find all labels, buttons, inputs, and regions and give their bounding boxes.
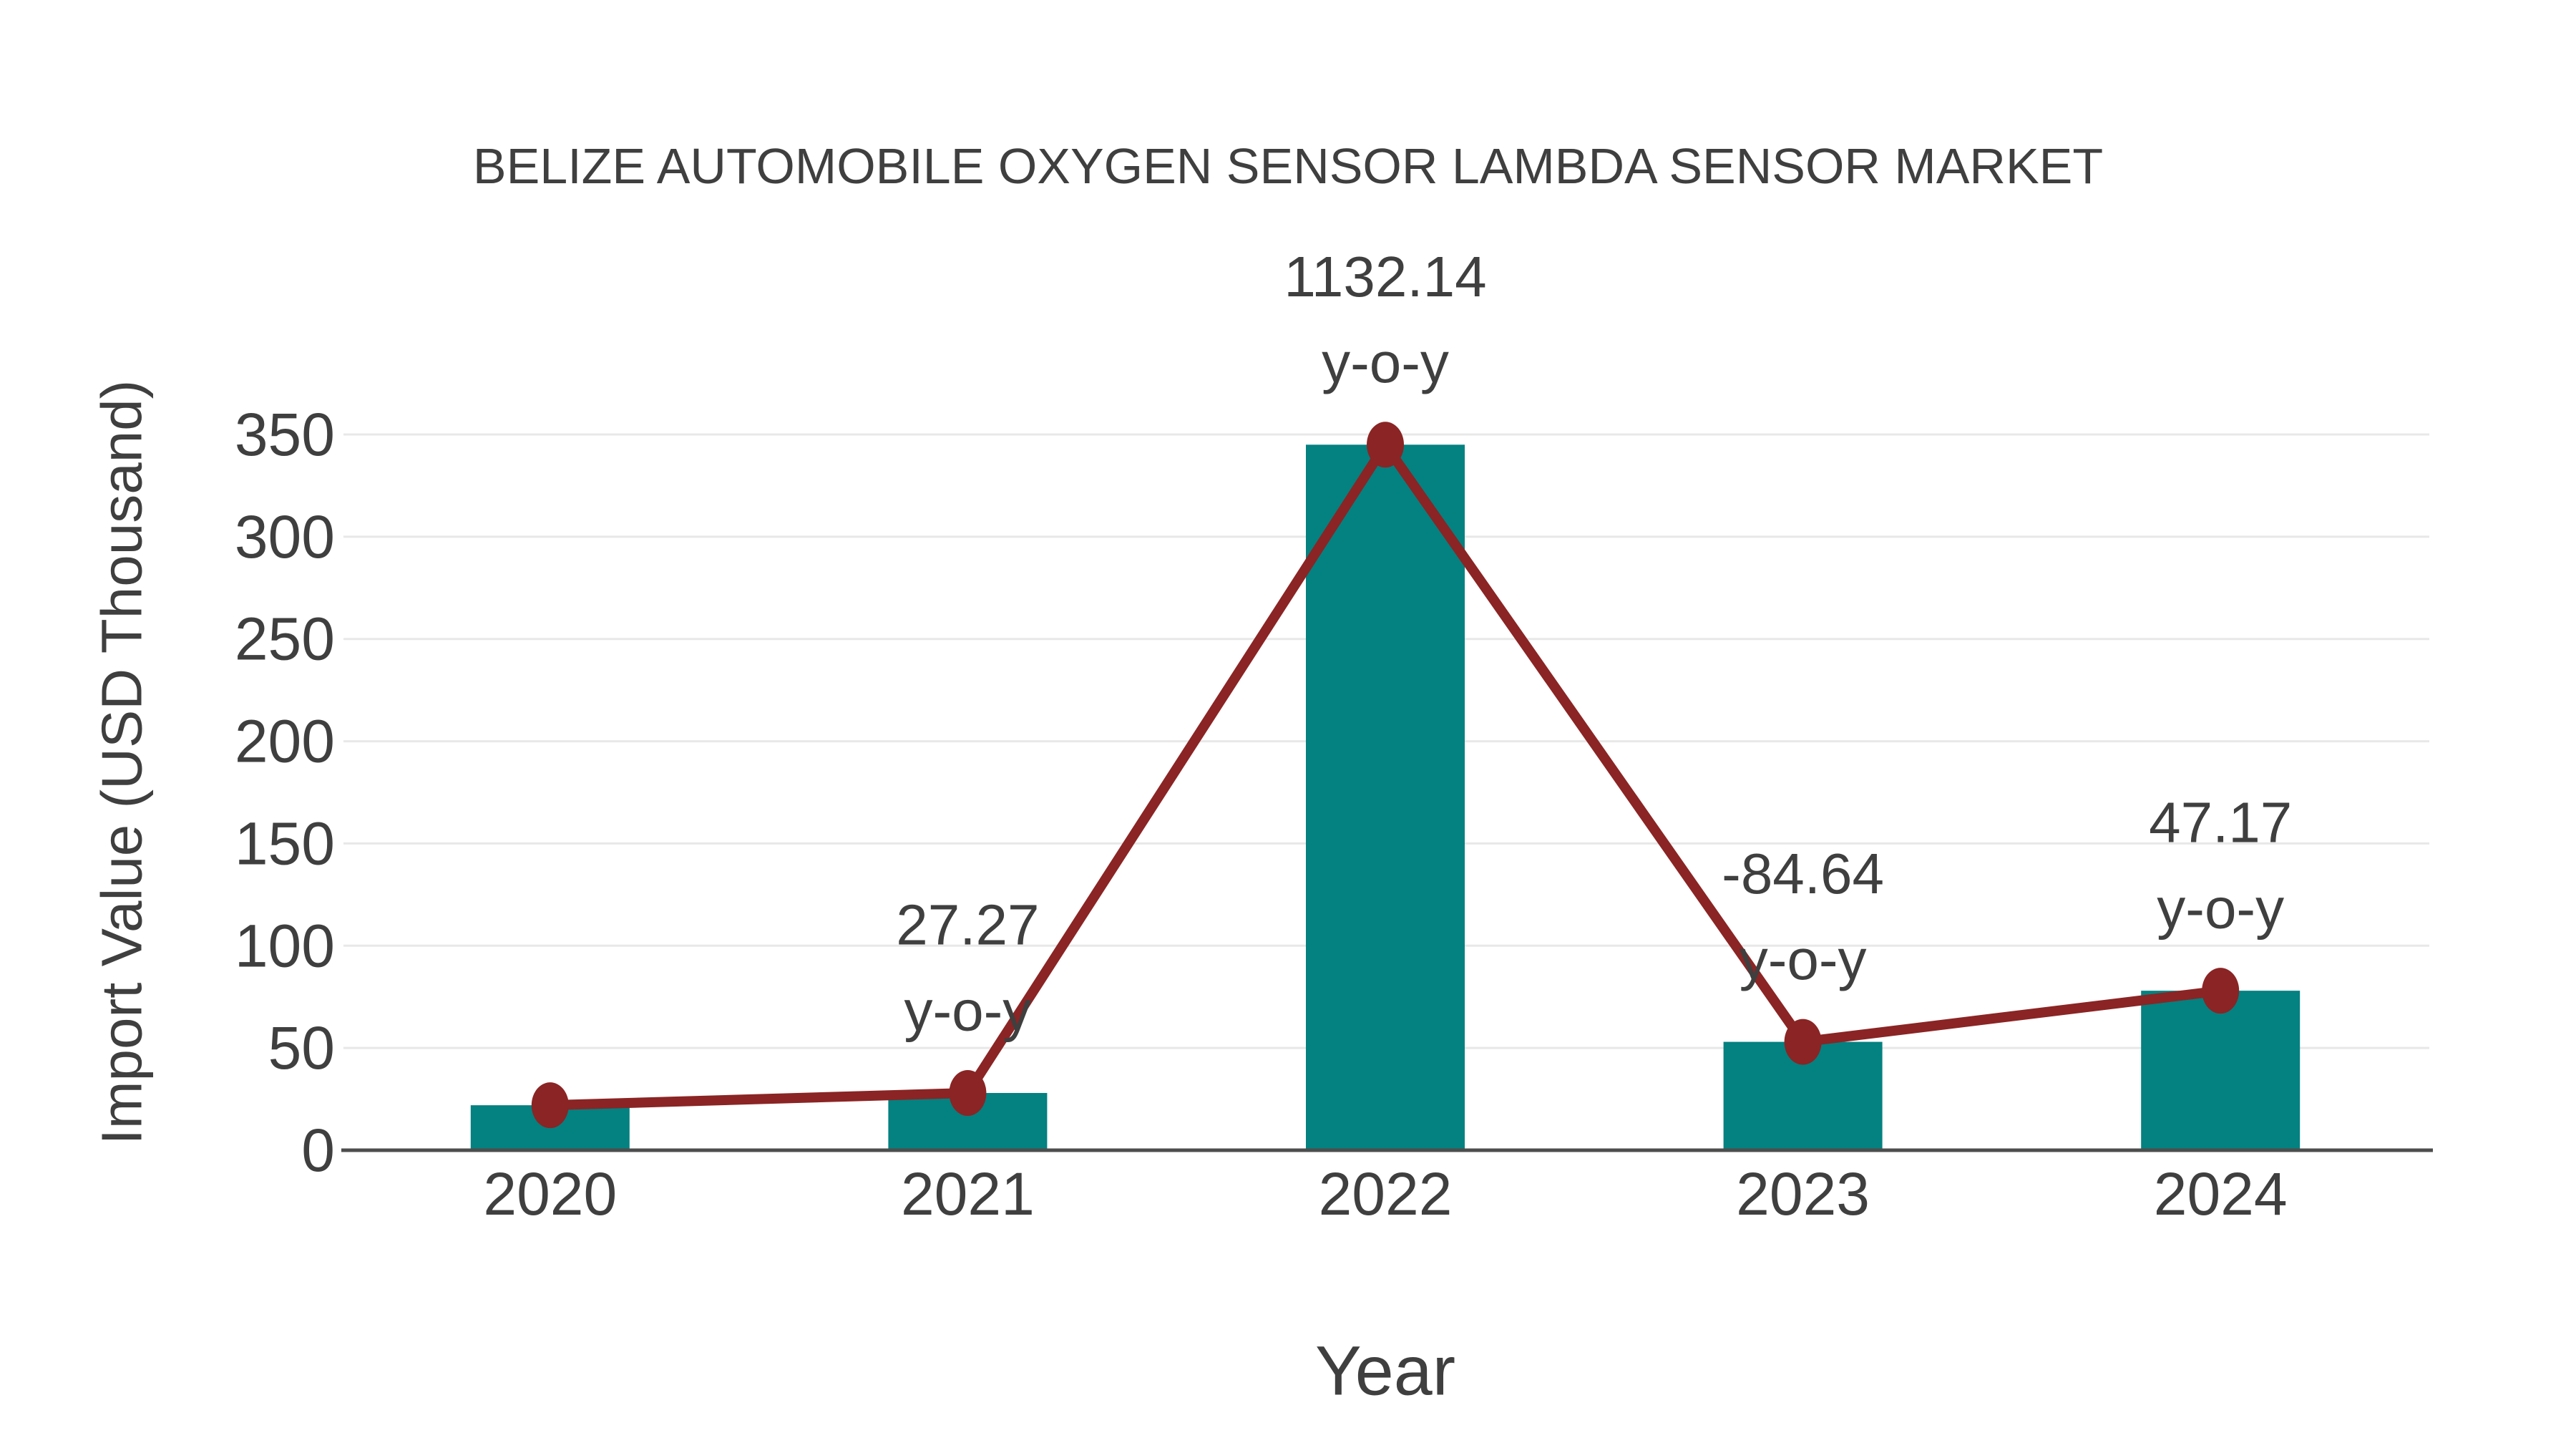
marker-2023: [1784, 1019, 1822, 1065]
yoy-value-label: -84.64: [1722, 842, 1884, 905]
x-tick-label: 2020: [483, 1160, 617, 1228]
x-tick-label: 2022: [1319, 1160, 1453, 1228]
y-tick-label: 250: [235, 606, 335, 673]
y-tick-label: 300: [235, 503, 335, 570]
y-axis-title: Import Value (USD Thousand): [90, 380, 154, 1145]
x-tick-label: 2021: [901, 1160, 1035, 1228]
y-tick-label: 350: [235, 401, 335, 468]
marker-2020: [531, 1082, 569, 1129]
x-tick-label: 2023: [1736, 1160, 1870, 1228]
marker-2024: [2202, 968, 2240, 1014]
yoy-value-label: 27.27: [896, 893, 1039, 957]
yoy-value-label: 47.17: [2149, 791, 2292, 855]
y-tick-label: 200: [235, 708, 335, 775]
yoy-series-label: y-o-y: [2157, 877, 2284, 941]
x-tick-label: 2024: [2154, 1160, 2288, 1228]
yoy-series-label: y-o-y: [1740, 928, 1867, 991]
y-tick-label: 100: [235, 912, 335, 979]
bar-2022: [1306, 444, 1465, 1150]
marker-2022: [1367, 422, 1404, 468]
y-tick-label: 0: [301, 1117, 335, 1184]
x-axis-title: Year: [1315, 1332, 1455, 1410]
bar-2024: [2141, 991, 2301, 1150]
yoy-value-label: 1132.14: [1284, 245, 1486, 308]
marker-2021: [949, 1070, 987, 1116]
yoy-series-label: y-o-y: [904, 979, 1032, 1043]
yoy-series-label: y-o-y: [1322, 331, 1449, 394]
y-tick-label: 150: [235, 810, 335, 877]
chart-title: BELIZE AUTOMOBILE OXYGEN SENSOR LAMBDA S…: [473, 138, 2103, 194]
y-tick-label: 50: [268, 1014, 335, 1082]
